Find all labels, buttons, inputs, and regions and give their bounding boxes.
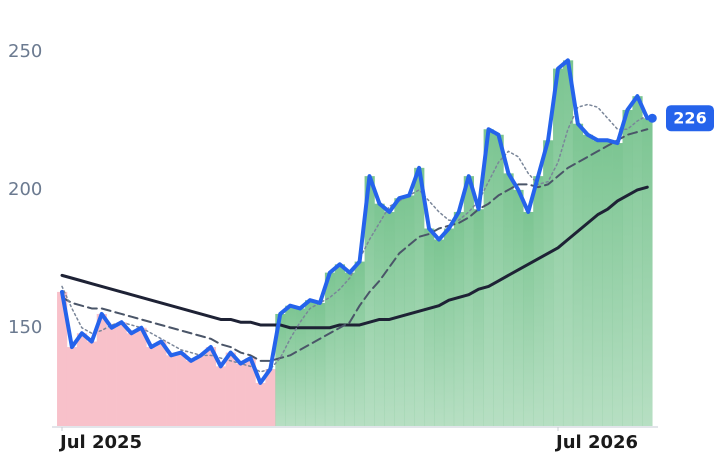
area-column	[612, 143, 623, 427]
area-column	[106, 327, 117, 427]
area-column	[642, 118, 653, 427]
area-column	[404, 195, 415, 427]
area-column	[136, 327, 147, 427]
area-column	[453, 211, 465, 427]
area-column	[592, 140, 603, 427]
x-tick-label: Jul 2025	[58, 432, 142, 453]
area-column	[344, 272, 355, 427]
area-column	[195, 355, 207, 427]
area-column	[305, 300, 316, 427]
area-column	[503, 173, 514, 427]
area-column	[116, 322, 127, 427]
area-column	[543, 140, 554, 427]
y-tick-label: 150	[8, 317, 42, 338]
area-column	[582, 134, 594, 427]
area-column	[533, 176, 544, 427]
area-column	[76, 333, 88, 427]
area-column	[245, 358, 256, 427]
area-column	[394, 198, 405, 427]
area-column	[146, 347, 157, 427]
area-column	[205, 347, 217, 427]
area-column	[513, 189, 524, 427]
area-column	[275, 313, 286, 427]
area-column	[295, 308, 306, 427]
area-column	[215, 366, 226, 427]
area-column	[483, 129, 494, 427]
area-column	[463, 176, 474, 427]
area-column	[285, 305, 296, 427]
area-column	[562, 60, 574, 428]
area-column	[443, 228, 455, 427]
price-line	[60, 58, 650, 385]
area-column	[57, 291, 68, 427]
area-column	[66, 347, 78, 427]
area-column	[265, 369, 276, 427]
area-column	[354, 261, 365, 427]
area-column	[414, 167, 425, 427]
area-column	[602, 140, 613, 427]
moving-average-line	[60, 185, 649, 330]
area-column	[186, 360, 197, 427]
area-column	[334, 264, 346, 427]
area-column	[424, 228, 435, 427]
area-column	[96, 313, 107, 427]
area-column	[324, 272, 336, 427]
area-column	[632, 96, 643, 428]
area-column	[622, 109, 633, 427]
last-price-dot	[647, 113, 657, 123]
area-column	[364, 176, 375, 427]
area-column	[255, 382, 266, 427]
area-column	[156, 341, 167, 427]
area-column	[86, 341, 98, 427]
area-column	[225, 352, 236, 427]
area-column	[473, 209, 484, 427]
area-column	[166, 355, 177, 427]
area-column	[126, 333, 137, 427]
y-tick-label: 200	[8, 179, 42, 200]
area-column	[434, 239, 445, 427]
area-column	[374, 203, 385, 427]
last-price-label: 226	[673, 109, 706, 128]
area-column	[523, 211, 534, 427]
moving-average-line	[61, 128, 649, 362]
area-column	[572, 123, 584, 427]
area-column	[235, 363, 246, 427]
x-tick-label: Jul 2026	[554, 432, 638, 453]
last-price-badge	[666, 105, 714, 132]
y-tick-label: 250	[8, 41, 42, 62]
area-column	[176, 352, 187, 427]
area-column	[314, 302, 326, 427]
